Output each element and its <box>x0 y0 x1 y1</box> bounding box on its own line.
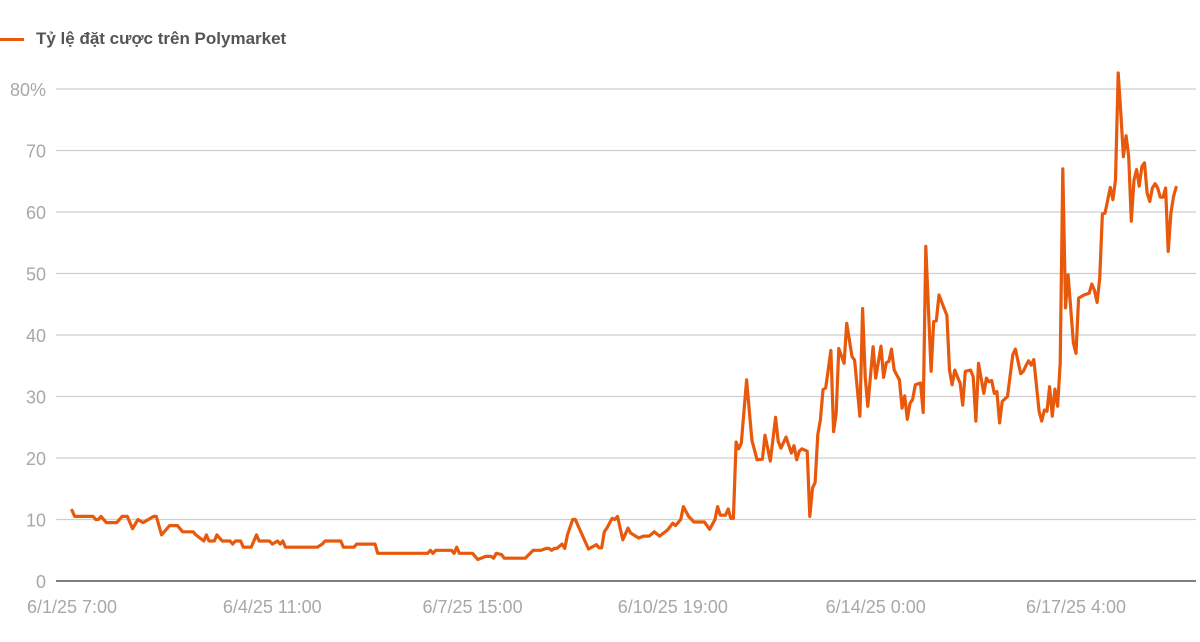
x-tick-label: 6/4/25 11:00 <box>223 597 322 617</box>
x-tick-label: 6/1/25 7:00 <box>27 597 117 617</box>
x-axis-ticks: 6/1/25 7:00 6/4/25 11:00 6/7/25 15:00 6/10/… <box>27 597 1126 617</box>
x-tick-label: 6/7/25 15:00 <box>422 597 522 617</box>
y-tick-label: 40 <box>26 326 46 346</box>
legend-swatch <box>0 37 24 41</box>
y-tick-label: 0 <box>36 572 46 592</box>
x-tick-label: 6/14/25 0:00 <box>826 597 926 617</box>
y-tick-label: 20 <box>26 449 46 469</box>
x-tick-label: 6/10/25 19:00 <box>618 597 728 617</box>
y-tick-label: 30 <box>26 388 46 408</box>
y-tick-label: 10 <box>26 511 46 531</box>
legend-label: Tỷ lệ đặt cược trên Polymarket <box>36 29 287 48</box>
y-tick-label: 70 <box>26 142 46 162</box>
legend: Tỷ lệ đặt cược trên Polymarket <box>0 27 286 51</box>
y-axis-ticks: 0 10 20 30 40 50 60 70 80% <box>10 80 46 592</box>
series-line <box>70 71 1178 562</box>
y-tick-label: 60 <box>26 203 46 223</box>
y-tick-label: 50 <box>26 265 46 285</box>
gridlines <box>56 88 1196 582</box>
y-tick-label: 80% <box>10 80 46 100</box>
x-tick-label: 6/17/25 4:00 <box>1026 597 1126 617</box>
